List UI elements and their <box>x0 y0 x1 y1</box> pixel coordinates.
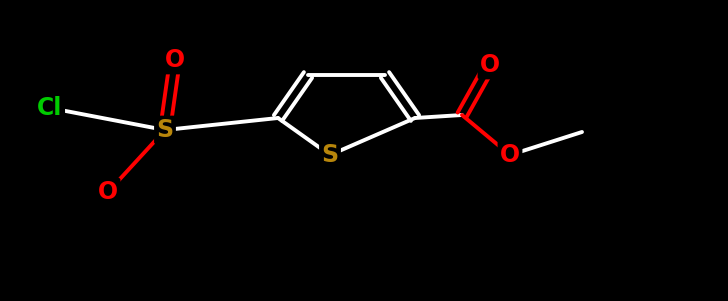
Text: Cl: Cl <box>37 96 63 120</box>
Text: O: O <box>98 180 118 204</box>
Text: O: O <box>480 53 500 77</box>
Text: O: O <box>165 48 185 72</box>
Text: S: S <box>157 118 173 142</box>
Text: O: O <box>500 143 520 167</box>
Text: S: S <box>322 143 339 167</box>
